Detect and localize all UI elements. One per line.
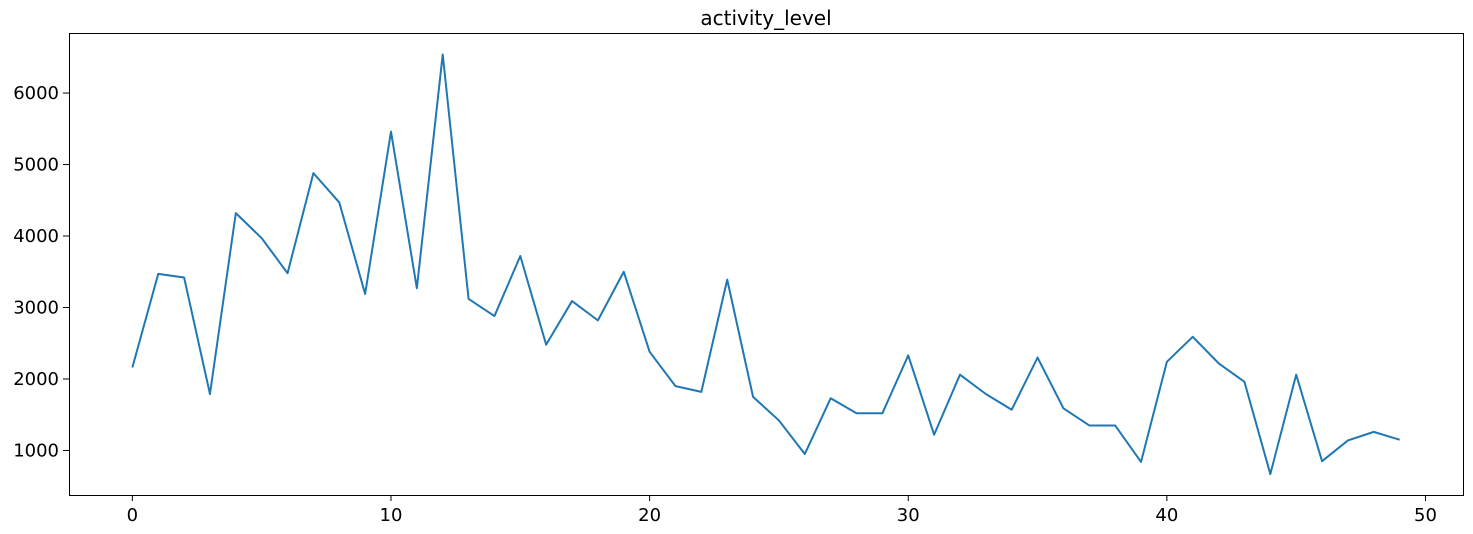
x-tick-label: 30: [897, 505, 920, 526]
y-tick-label: 1000: [13, 440, 59, 461]
chart-title: activity_level: [700, 6, 831, 30]
y-tick-label: 5000: [13, 155, 59, 176]
x-tick-label: 20: [638, 505, 661, 526]
x-tick-label: 40: [1155, 505, 1178, 526]
y-axis: 1000 2000 3000 4000 5000 6000: [13, 83, 69, 461]
y-tick-label: 4000: [13, 226, 59, 247]
y-tick-label: 6000: [13, 83, 59, 104]
x-tick-label: 50: [1414, 505, 1437, 526]
x-tick-label: 0: [127, 505, 138, 526]
plot-area: [131, 53, 1400, 476]
series-line: [131, 53, 1400, 476]
plot-frame: [69, 33, 1464, 496]
y-tick-label: 2000: [13, 369, 59, 390]
x-tick-label: 10: [380, 505, 403, 526]
y-tick-label: 3000: [13, 297, 59, 318]
x-axis: 0 10 20 30 40 50: [127, 495, 1437, 526]
